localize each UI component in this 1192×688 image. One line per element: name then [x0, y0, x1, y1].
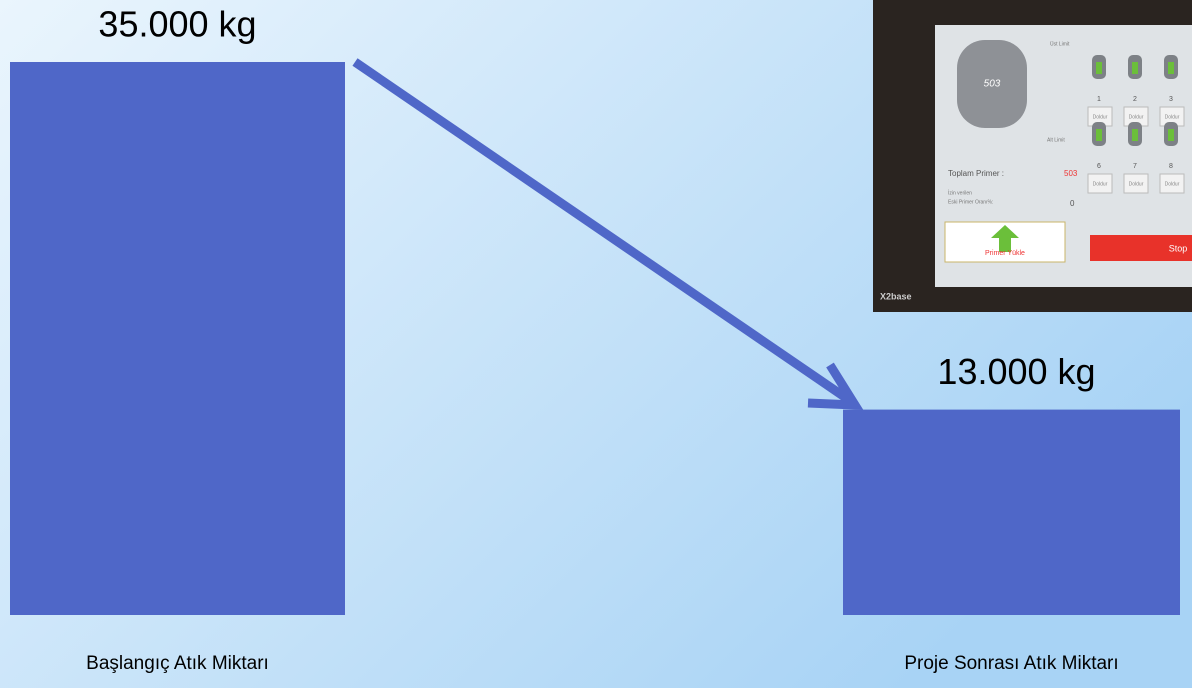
load-button-label: Primer Yükle — [985, 250, 1025, 257]
lower-limit: Alt Limit — [1047, 137, 1065, 143]
tank-number: 6 — [1097, 163, 1101, 170]
ratio-label: Eski Primer Oranı%: — [948, 199, 993, 205]
brand: X2base — [880, 291, 912, 301]
tank-number: 3 — [1169, 96, 1173, 103]
bar — [10, 62, 345, 615]
total-label: Toplam Primer : — [948, 169, 1004, 178]
stop-button-label: Stop — [1169, 243, 1188, 253]
ratio-value: 0 — [1070, 199, 1075, 208]
mini-tank-level — [1096, 129, 1102, 141]
category-label: Başlangıç Atık Miktarı — [86, 653, 269, 674]
photo: 503 Üst Limit Alt Limit Toplam Primer : … — [873, 0, 1192, 312]
tank-number: 2 — [1133, 96, 1137, 103]
tank-number: 7 — [1133, 163, 1137, 170]
mini-tank-level — [1168, 62, 1174, 74]
value-label: 13.000 kg — [937, 351, 1095, 392]
fill-button-label: Doldur — [1129, 181, 1144, 187]
fill-button-label: Doldur — [1093, 114, 1108, 120]
mini-tank-level — [1132, 129, 1138, 141]
fill-button-label: Doldur — [1165, 114, 1180, 120]
category-label: Proje Sonrası Atık Miktarı — [904, 653, 1118, 674]
fill-button-label: Doldur — [1093, 181, 1108, 187]
bar — [843, 410, 1180, 615]
tank-value: 503 — [984, 79, 1001, 90]
fill-button-label: Doldur — [1165, 181, 1180, 187]
ratio-label: İzin verilen — [948, 189, 972, 196]
fill-button-label: Doldur — [1129, 114, 1144, 120]
slide: 35.000 kg Başlangıç Atık Miktarı 13.000 kg… — [0, 0, 1192, 688]
total-value: 503 — [1064, 169, 1078, 178]
mini-tank-level — [1132, 62, 1138, 74]
tank-number: 1 — [1097, 96, 1101, 103]
mini-tank-level — [1096, 62, 1102, 74]
value-label: 35.000 kg — [98, 4, 256, 45]
upper-limit: Üst Limit — [1050, 40, 1070, 47]
tank-number: 8 — [1169, 163, 1173, 170]
mini-tank-level — [1168, 129, 1174, 141]
